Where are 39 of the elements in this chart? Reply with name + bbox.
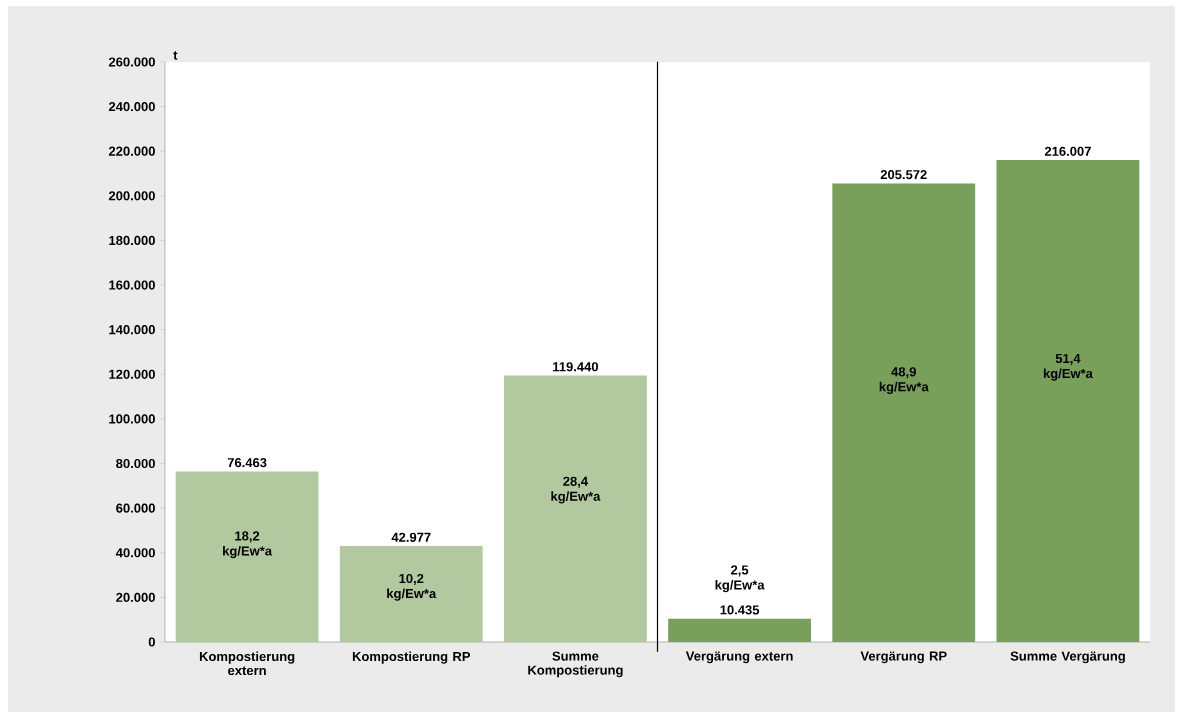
- y-tick-label: 200.000: [108, 191, 155, 201]
- y-tick-label: 60.000: [116, 503, 155, 513]
- x-tick-label: Summe Kompostierung: [528, 651, 623, 678]
- annotation: 10,2 kg/Ew*a: [387, 573, 437, 601]
- y-tick-label: 240.000: [108, 102, 155, 112]
- y-tick-label: 140.000: [109, 325, 155, 335]
- x-tick-label: Summe Vergärung: [1010, 651, 1125, 664]
- bar: [668, 618, 811, 642]
- y-tick-label: 100.000: [109, 414, 155, 424]
- y-tick-label: 0: [148, 637, 155, 647]
- annotation: 51,4 kg/Ew*a: [1043, 353, 1093, 381]
- x-tick-label: Vergärung extern: [685, 651, 793, 664]
- y-tick-label: 220.000: [108, 146, 155, 156]
- bar: [832, 183, 976, 642]
- data-label: 76.463: [227, 457, 267, 468]
- bar: [175, 471, 319, 642]
- annotation: 28,4 kg/Ew*a: [551, 476, 601, 504]
- annotation: 18,2 kg/Ew*a: [223, 531, 273, 559]
- annotation: 2,5 kg/Ew*a: [715, 565, 765, 593]
- bar: [504, 375, 647, 642]
- y-tick-label: 80.000: [116, 458, 155, 469]
- data-label: 42.977: [391, 532, 431, 542]
- x-tick-label: Kompostierung RP: [352, 651, 471, 664]
- y-tick-label: 180.000: [109, 235, 155, 246]
- data-label: 216.007: [1044, 146, 1091, 156]
- data-label: 119.440: [553, 362, 599, 372]
- bar: [339, 546, 483, 642]
- x-tick-label: Vergärung RP: [860, 651, 947, 664]
- y-tick-label: 120.000: [109, 369, 155, 379]
- bar: [996, 160, 1140, 642]
- y-tick-label: 20.000: [116, 592, 155, 602]
- y-axis-title: t: [173, 51, 178, 60]
- data-label: 205.572: [880, 170, 927, 180]
- annotation: 48,9 kg/Ew*a: [879, 367, 929, 394]
- x-tick-label: Kompostierung extern: [199, 651, 295, 676]
- y-tick-label: 160.000: [109, 280, 155, 290]
- y-tick-label: 40.000: [115, 548, 155, 558]
- y-tick-label: 260.000: [108, 57, 155, 67]
- data-label: 10.435: [720, 605, 760, 615]
